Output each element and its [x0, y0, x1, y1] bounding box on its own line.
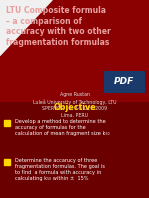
FancyBboxPatch shape: [104, 71, 145, 93]
Text: Agne Rustan
Luleå University of Technology, LTU
SPERVOR 10, 3-5 DEC 2009
Lima, P: Agne Rustan Luleå University of Technolo…: [33, 92, 116, 118]
Text: Determine the accarucy of three
fragmentation formulas. The goal is
to find  a f: Determine the accarucy of three fragment…: [15, 158, 105, 181]
FancyBboxPatch shape: [4, 159, 10, 165]
Text: LTU Composite formula
– a comparison of
accuracy with two other
fragmentation fo: LTU Composite formula – a comparison of …: [6, 6, 111, 47]
Text: PDF: PDF: [114, 77, 135, 86]
Text: Objective: Objective: [53, 103, 96, 112]
FancyBboxPatch shape: [0, 102, 149, 198]
Polygon shape: [0, 0, 52, 55]
FancyBboxPatch shape: [4, 120, 10, 126]
Text: Develop a method to determine the
accuracy of formulas for the
calculation of me: Develop a method to determine the accura…: [15, 119, 109, 136]
FancyBboxPatch shape: [0, 0, 149, 102]
